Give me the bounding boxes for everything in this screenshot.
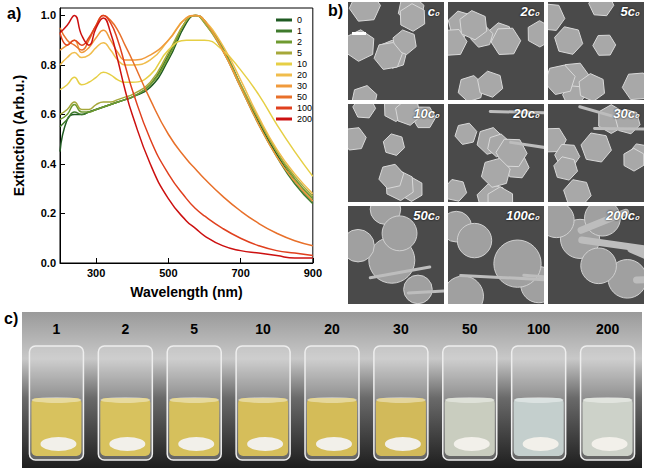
html-text:2c₀: 2c₀	[520, 4, 540, 19]
svg-text:5: 5	[190, 321, 198, 337]
svg-text:2: 2	[297, 37, 302, 47]
svg-text:0.2: 0.2	[41, 207, 56, 219]
svg-text:0.4: 0.4	[41, 158, 57, 170]
svg-text:700: 700	[231, 267, 249, 279]
svg-text:20: 20	[324, 321, 340, 337]
html-text:100c₀: 100c₀	[505, 208, 540, 223]
html-text:20c₀: 20c₀	[513, 106, 540, 121]
svg-text:1.0: 1.0	[41, 9, 56, 21]
svg-text:2: 2	[121, 321, 129, 337]
svg-text:5: 5	[297, 48, 302, 58]
html-text:c₀: c₀	[427, 4, 440, 19]
svg-text:30: 30	[297, 81, 307, 91]
svg-text:10: 10	[297, 59, 307, 69]
svg-text:1: 1	[53, 321, 61, 337]
svg-text:20: 20	[297, 70, 307, 80]
svg-text:900: 900	[304, 267, 322, 279]
svg-text:0.0: 0.0	[41, 257, 56, 269]
svg-text:200: 200	[596, 321, 620, 337]
svg-text:Wavelength (nm): Wavelength (nm)	[130, 284, 242, 300]
svg-text:0: 0	[297, 15, 302, 25]
svg-text:50: 50	[297, 92, 307, 102]
html-text:50c₀: 50c₀	[413, 208, 440, 223]
html-text:c): c)	[4, 310, 19, 327]
svg-text:100: 100	[527, 321, 551, 337]
html-text:b): b)	[328, 2, 344, 19]
html-text:200c₀: 200c₀	[605, 208, 640, 223]
svg-text:50: 50	[462, 321, 478, 337]
svg-text:200: 200	[297, 114, 312, 124]
svg-text:Extinction (Arb.u.): Extinction (Arb.u.)	[11, 75, 27, 196]
svg-text:0.8: 0.8	[41, 59, 56, 71]
svg-text:300: 300	[87, 267, 105, 279]
html-text:30c₀: 30c₀	[613, 106, 640, 121]
html-text:5c₀: 5c₀	[620, 4, 640, 19]
svg-text:100: 100	[297, 103, 312, 113]
svg-text:10: 10	[255, 321, 271, 337]
html-text:10c₀: 10c₀	[413, 106, 440, 121]
svg-text:1: 1	[297, 26, 302, 36]
svg-text:0.6: 0.6	[41, 108, 56, 120]
svg-text:30: 30	[393, 321, 409, 337]
svg-text:500: 500	[159, 267, 177, 279]
svg-text:a): a)	[7, 5, 21, 22]
